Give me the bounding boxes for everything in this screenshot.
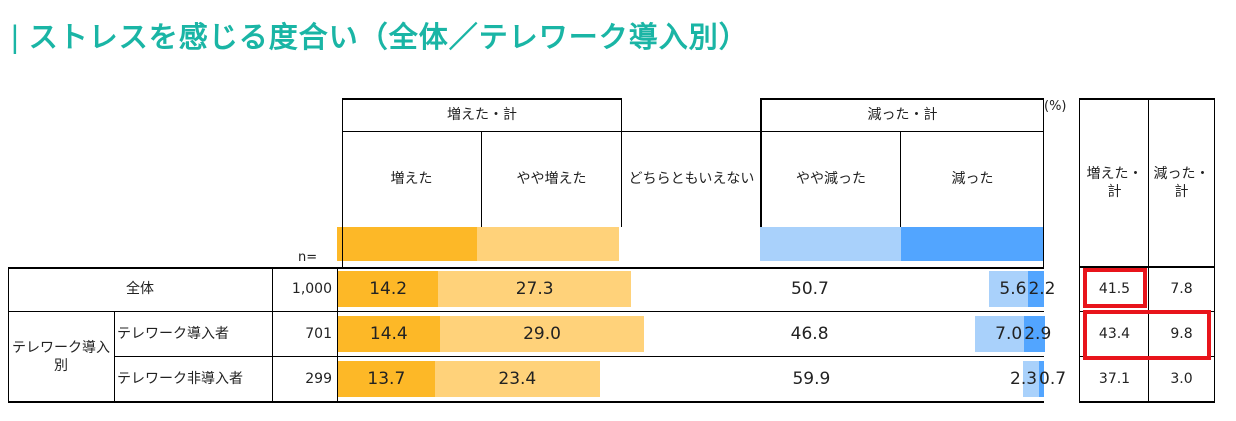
side-header-increase-total: 増えた・計 bbox=[1086, 165, 1143, 200]
group-label-telework: テレワーク導入別 bbox=[12, 339, 110, 374]
grid-line bbox=[342, 131, 1044, 132]
grid-line bbox=[1043, 98, 1044, 268]
data-label: 23.4 bbox=[498, 369, 537, 389]
grid-line bbox=[8, 267, 1044, 269]
grid-line bbox=[337, 267, 338, 403]
legend-swatch-increased bbox=[337, 227, 477, 261]
legend-swatch-somewhat-increased bbox=[477, 227, 619, 261]
data-label: 59.9 bbox=[792, 369, 831, 389]
grid-line bbox=[8, 311, 1044, 312]
legend-swatch-decreased bbox=[901, 227, 1044, 261]
grid-line bbox=[900, 132, 901, 227]
page-title: | ストレスを感じる度合い（全体／テレワーク導入別） bbox=[10, 14, 749, 56]
increase-total-value: 41.5 bbox=[1098, 281, 1131, 298]
n-label: n= bbox=[298, 250, 318, 265]
row-label-telework-adopter: テレワーク導入者 bbox=[117, 326, 229, 343]
legend-swatch-neutral bbox=[619, 227, 760, 261]
grid-line bbox=[342, 98, 343, 268]
data-label: 2.9 bbox=[1024, 324, 1052, 344]
category-header-neutral: どちらともいえない bbox=[628, 171, 755, 188]
n-value: 1,000 bbox=[291, 281, 332, 298]
bar-somewhat-decreased bbox=[974, 316, 1025, 352]
header-group-increase: 増えた・計 bbox=[447, 107, 517, 124]
decrease-total-value: 7.8 bbox=[1170, 281, 1193, 298]
title-accent-bar: | bbox=[10, 20, 21, 54]
grid-line bbox=[1148, 98, 1149, 403]
bar-decreased bbox=[1024, 316, 1045, 352]
n-value: 299 bbox=[305, 371, 332, 388]
bar-decreased bbox=[1028, 271, 1044, 307]
grid-line bbox=[1079, 266, 1215, 268]
grid-line bbox=[272, 267, 273, 403]
grid-line bbox=[1079, 401, 1215, 403]
grid-line bbox=[114, 356, 1044, 357]
highlight-box bbox=[1083, 268, 1147, 308]
grid-line bbox=[760, 98, 762, 227]
n-value: 701 bbox=[305, 326, 332, 343]
data-label: 13.7 bbox=[367, 369, 406, 389]
decrease-total-value: 9.8 bbox=[1170, 326, 1193, 343]
grid-line bbox=[761, 98, 1044, 100]
grid-line bbox=[114, 312, 115, 402]
data-label: 2.2 bbox=[1028, 279, 1056, 299]
title-text: ストレスを感じる度合い（全体／テレワーク導入別） bbox=[28, 20, 749, 54]
bar-somewhat-decreased bbox=[988, 271, 1029, 307]
bar-neutral bbox=[644, 316, 975, 352]
bar-neutral bbox=[630, 271, 989, 307]
bar-increased bbox=[338, 361, 435, 397]
category-header-somewhat-increased: やや増えた bbox=[516, 171, 587, 188]
increase-total-value: 43.4 bbox=[1098, 326, 1131, 343]
grid-line bbox=[8, 401, 1044, 403]
bar-somewhat-increased bbox=[434, 361, 600, 397]
bar-increased bbox=[338, 271, 439, 307]
data-label: 0.7 bbox=[1039, 369, 1067, 389]
bar-somewhat-decreased bbox=[1022, 361, 1040, 397]
grid-line bbox=[1079, 98, 1080, 403]
data-label: 7.0 bbox=[995, 324, 1023, 344]
data-label: 50.7 bbox=[791, 279, 829, 299]
percent-unit: (%) bbox=[1044, 99, 1067, 114]
side-header-decrease-total: 減った・計 bbox=[1153, 165, 1210, 200]
row-label-telework-non-adopter: テレワーク非導入者 bbox=[117, 371, 243, 388]
bar-somewhat-increased bbox=[438, 271, 631, 307]
increase-total-value: 37.1 bbox=[1098, 371, 1131, 388]
data-label: 14.4 bbox=[369, 324, 408, 344]
grid-line bbox=[1079, 98, 1215, 100]
grid-line bbox=[8, 267, 9, 403]
category-header-decreased: 減った bbox=[951, 171, 994, 188]
grid-line bbox=[481, 132, 482, 227]
grid-line bbox=[621, 98, 622, 227]
data-label: 2.3 bbox=[1010, 369, 1038, 389]
highlight-box bbox=[1083, 310, 1211, 360]
grid-line bbox=[1214, 98, 1215, 403]
bar-somewhat-increased bbox=[439, 316, 645, 352]
bar-neutral bbox=[599, 361, 1023, 397]
bar-decreased bbox=[1039, 361, 1044, 397]
data-label: 14.2 bbox=[369, 279, 408, 299]
row-label-total: 全体 bbox=[126, 281, 154, 298]
data-label: 5.6 bbox=[999, 279, 1027, 299]
category-header-increased: 増えた bbox=[390, 171, 433, 188]
category-header-somewhat-decreased: やや減った bbox=[796, 171, 866, 188]
bar-increased bbox=[338, 316, 440, 352]
decrease-total-value: 3.0 bbox=[1170, 371, 1193, 388]
legend-swatch-somewhat-decreased bbox=[760, 227, 901, 261]
data-label: 27.3 bbox=[515, 279, 554, 299]
data-label: 46.8 bbox=[790, 324, 829, 344]
data-label: 29.0 bbox=[523, 324, 561, 344]
header-group-decrease: 減った・計 bbox=[867, 107, 938, 124]
grid-line bbox=[342, 98, 622, 100]
